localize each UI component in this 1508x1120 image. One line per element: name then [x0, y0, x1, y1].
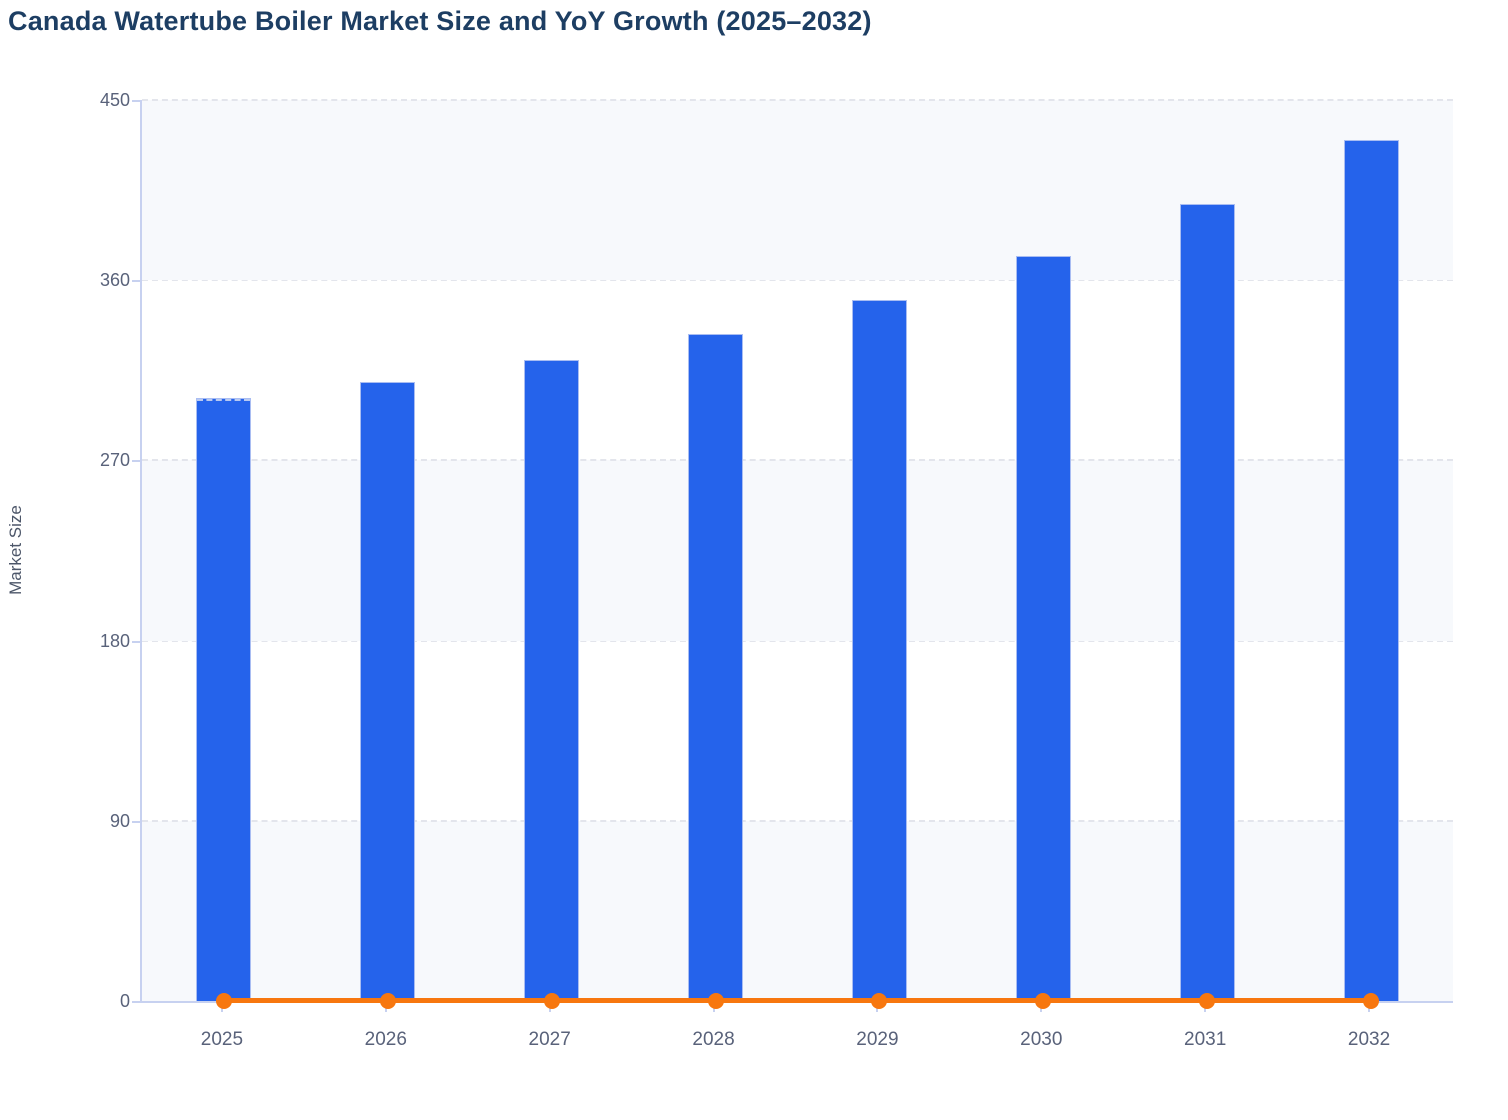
bar-2031[interactable]	[1179, 204, 1235, 1001]
bar-2028[interactable]	[688, 334, 744, 1001]
plot-area	[140, 99, 1453, 1009]
gridline-y-180	[142, 639, 1453, 642]
y-axis-tick-label: 0	[119, 991, 130, 1011]
plot-band	[142, 460, 1453, 641]
y-axis-tick-mark	[132, 640, 142, 643]
gridline-y-360	[142, 279, 1453, 282]
yoy-growth-marker-2028[interactable]	[707, 993, 724, 1009]
chart-title: Canada Watertube Boiler Market Size and …	[8, 6, 872, 36]
x-axis-tick-label-2028: 2028	[692, 1029, 735, 1050]
yoy-growth-line[interactable]	[223, 998, 1372, 1003]
y-axis-tick-mark	[132, 460, 142, 463]
bar-2029[interactable]	[851, 300, 907, 1001]
plot-band	[142, 820, 1453, 1001]
y-axis-tick-label: 450	[99, 90, 130, 110]
y-axis-tick-label: 270	[99, 450, 130, 471]
yoy-growth-marker-2025[interactable]	[215, 993, 232, 1009]
x-axis-tick-label-2027: 2027	[528, 1029, 571, 1050]
bar-2030[interactable]	[1015, 256, 1071, 1001]
plot-band	[142, 100, 1453, 281]
bar-2027[interactable]	[524, 360, 580, 1001]
yoy-growth-marker-2032[interactable]	[1363, 993, 1380, 1009]
x-axis-tick-label-2026: 2026	[364, 1029, 407, 1050]
yoy-growth-marker-2029[interactable]	[871, 993, 888, 1009]
y-axis-tick-mark	[132, 280, 142, 283]
y-axis-title: Market Size	[6, 505, 25, 595]
yoy-growth-marker-2027[interactable]	[543, 993, 560, 1009]
bar-2025[interactable]	[196, 398, 252, 1001]
x-axis-tick-label-2030: 2030	[1020, 1029, 1063, 1050]
gridline-y-450	[142, 99, 1453, 101]
y-axis-tick-mark	[132, 1001, 142, 1003]
bar-2032[interactable]	[1343, 140, 1399, 1001]
y-axis-tick-label: 90	[109, 810, 130, 831]
x-axis-tick-label-2025: 2025	[200, 1029, 244, 1050]
yoy-growth-marker-2031[interactable]	[1199, 993, 1216, 1009]
yoy-growth-marker-2030[interactable]	[1035, 993, 1052, 1009]
bar-2026[interactable]	[360, 382, 416, 1001]
x-axis-tick-label-2031: 2031	[1184, 1029, 1227, 1050]
y-axis-tick-mark	[132, 820, 142, 823]
x-axis-tick-label-2029: 2029	[856, 1029, 899, 1050]
gridline-y-270	[142, 459, 1453, 462]
y-axis-tick-label: 360	[99, 270, 130, 291]
x-axis-tick-label-2032: 2032	[1347, 1029, 1391, 1050]
y-axis-tick-label: 180	[99, 630, 130, 651]
yoy-growth-marker-2026[interactable]	[379, 993, 396, 1009]
y-axis-tick-mark	[132, 100, 142, 102]
bar-top-dashed-line	[197, 399, 251, 402]
gridline-y-90	[142, 819, 1453, 822]
